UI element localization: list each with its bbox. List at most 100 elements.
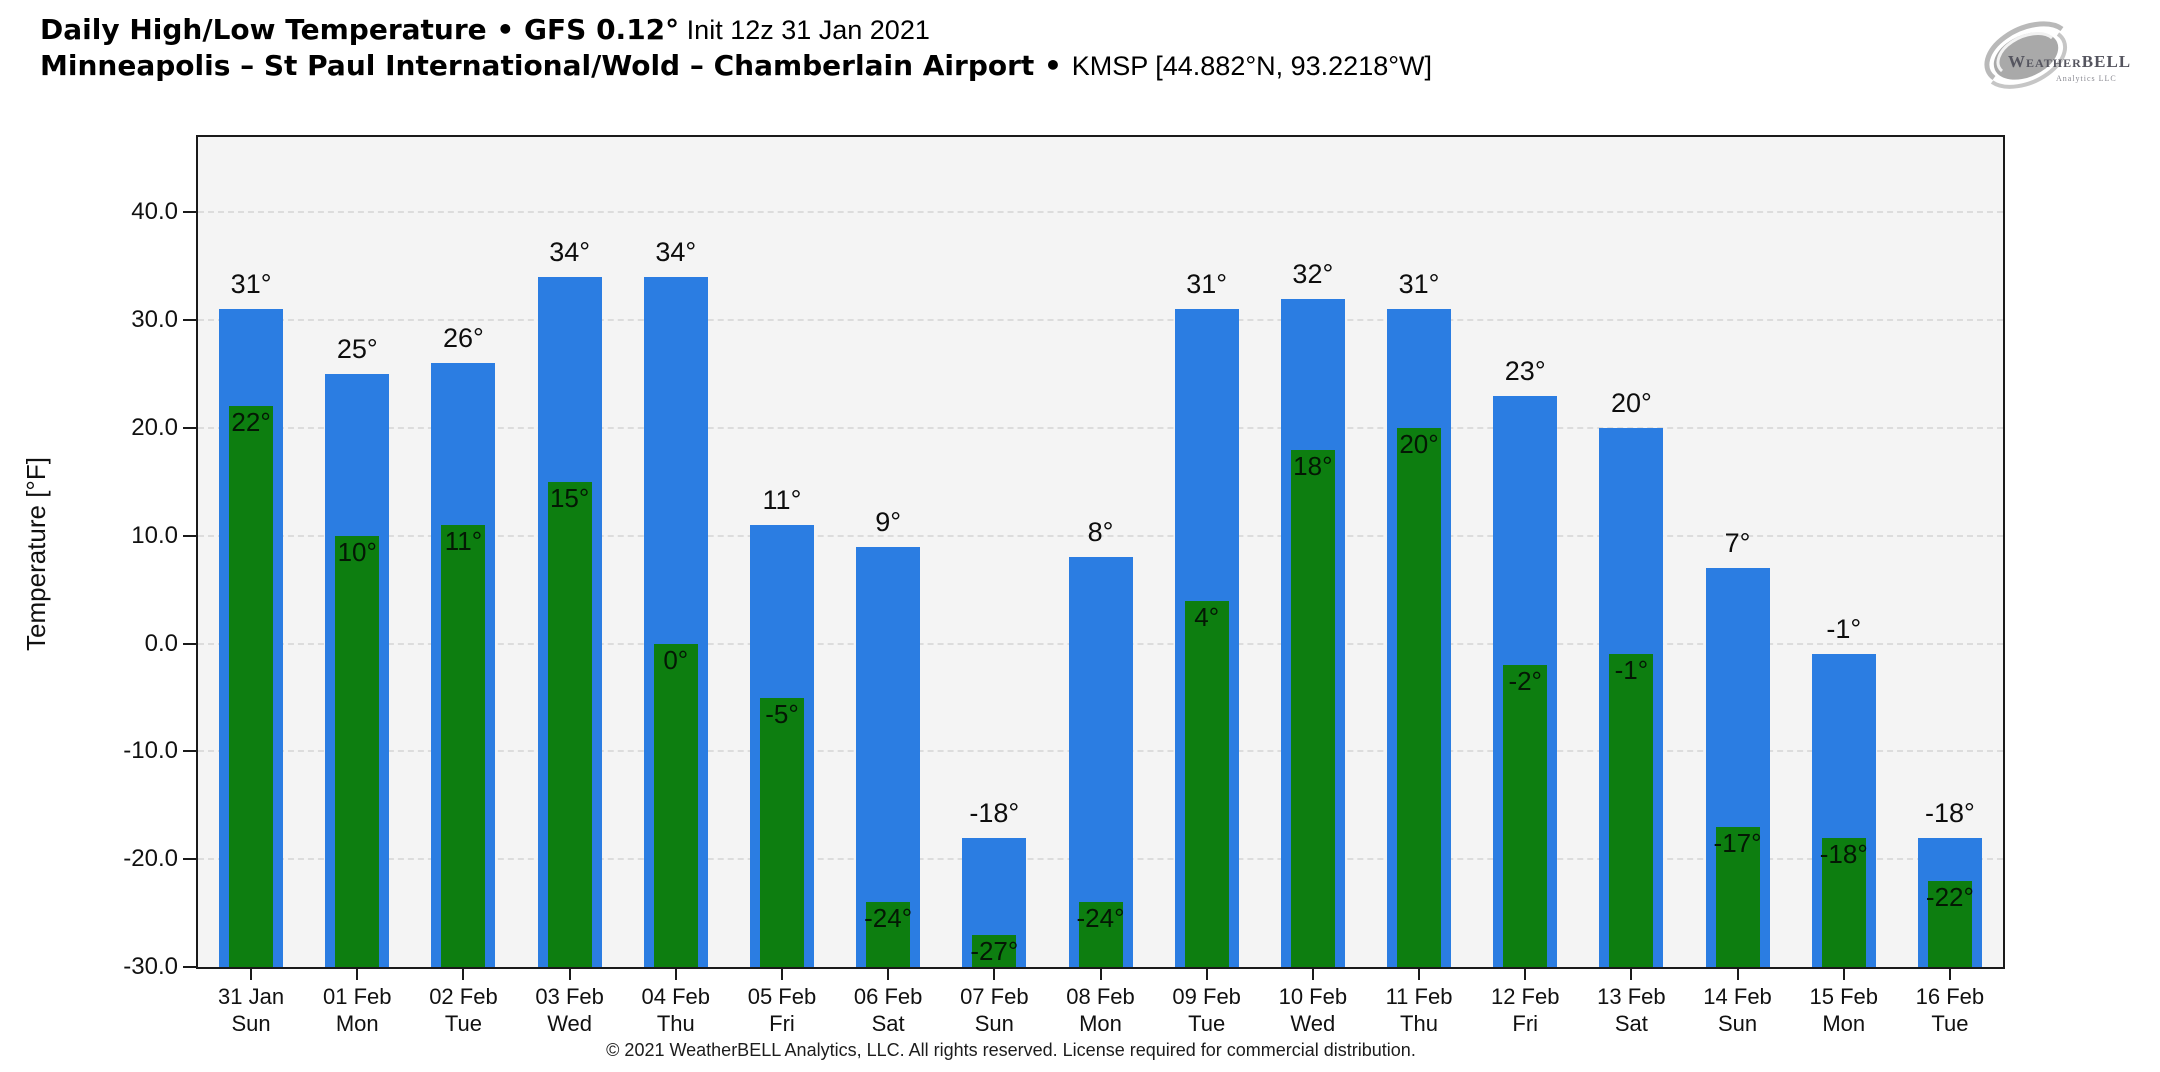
x-tick-date-label: 06 Feb — [853, 984, 923, 1009]
grid-line — [198, 427, 2003, 430]
low-value-label: -24° — [1076, 903, 1125, 934]
y-tick-label: -30.0 — [123, 953, 178, 980]
x-tick-date-label: 16 Feb — [1915, 984, 1985, 1009]
subtitle-separator: • — [1034, 49, 1072, 82]
y-axis-tick — [183, 427, 196, 430]
high-value-label: 20° — [1610, 388, 1652, 419]
y-axis-tick — [183, 534, 196, 537]
x-tick-weekday-label: Thu — [1400, 1011, 1438, 1036]
weatherbell-logo: WeatherBELL Analytics LLC — [1982, 16, 2132, 96]
x-tick-date-label: 09 Feb — [1172, 984, 1241, 1009]
low-value-label: -1° — [1614, 655, 1649, 686]
x-tick-weekday-label: Mon — [335, 1011, 379, 1036]
low-value-label: 4° — [1194, 601, 1220, 632]
y-axis-tick — [183, 642, 196, 645]
low-temp-bar — [653, 643, 698, 967]
x-tick-weekday-label: Sun — [231, 1011, 271, 1036]
low-value-label: 18° — [1293, 450, 1333, 481]
grid-line — [198, 534, 2003, 537]
x-tick-date-label: 14 Feb — [1703, 984, 1772, 1009]
high-value-label: -18° — [969, 797, 1020, 828]
high-value-label: 25° — [336, 334, 378, 365]
chart-title: Daily High/Low Temperature • GFS 0.12° I… — [40, 14, 1432, 50]
x-axis-tick — [462, 969, 465, 980]
low-value-label: -17° — [1713, 827, 1762, 858]
high-value-label: -1° — [1826, 614, 1862, 645]
x-tick-weekday-label: Mon — [1079, 1011, 1122, 1036]
low-temp-bar — [441, 525, 486, 967]
y-tick-label: 10.0 — [131, 521, 178, 549]
x-tick-date-label: 15 Feb — [1809, 984, 1878, 1009]
low-temp-bar — [1927, 880, 1972, 967]
x-tick-date-label: 13 Feb — [1597, 984, 1666, 1009]
low-temp-bar — [335, 535, 380, 967]
logo-subtext: Analytics LLC — [2056, 74, 2117, 83]
x-axis-tick — [250, 969, 253, 980]
x-axis-tick — [1205, 969, 1208, 980]
low-value-label: -22° — [1925, 881, 1974, 912]
low-value-label: -2° — [1508, 666, 1542, 697]
y-tick-label: 30.0 — [131, 306, 178, 334]
low-value-label: 22° — [231, 407, 271, 438]
y-tick-label: 0.0 — [144, 629, 178, 657]
x-tick-date-label: 11 Feb — [1385, 984, 1453, 1009]
x-tick-weekday-label: Mon — [1822, 1011, 1866, 1036]
x-tick-weekday-label: Wed — [1290, 1011, 1336, 1036]
y-tick-label: 40.0 — [131, 198, 178, 226]
low-value-label: 11° — [444, 526, 483, 557]
x-axis-tick — [568, 969, 571, 980]
low-temp-bar — [1609, 654, 1654, 967]
y-tick-label: -10.0 — [123, 737, 178, 765]
high-value-label: 32° — [1292, 258, 1334, 289]
low-temp-bar — [972, 934, 1017, 967]
high-value-label: 23° — [1504, 355, 1546, 386]
y-axis-tick — [183, 319, 196, 322]
low-temp-bar — [1290, 449, 1335, 967]
y-axis-tick — [183, 966, 196, 968]
x-tick-date-label: 31 Jan — [218, 984, 285, 1009]
x-axis-tick — [1842, 969, 1845, 980]
x-tick-weekday-label: Tue — [1931, 1011, 1969, 1036]
high-value-label: 31° — [1186, 269, 1228, 300]
high-value-label: 8° — [1087, 517, 1114, 548]
copyright-text: © 2021 WeatherBELL Analytics, LLC. All r… — [606, 1040, 1416, 1060]
x-tick-date-label: 02 Feb — [429, 984, 498, 1009]
chart-subtitle: Minneapolis – St Paul International/Wold… — [40, 50, 1432, 86]
low-value-label: -5° — [765, 698, 799, 729]
plot-area: 31° 22° 25° 10° 26° 11° 34° 15° 34° 0° 11° -5° 9° -24… — [196, 135, 2005, 969]
x-tick-weekday-label: Wed — [547, 1011, 593, 1036]
high-value-label: 31° — [230, 269, 272, 300]
chart-header: Daily High/Low Temperature • GFS 0.12° I… — [40, 14, 1432, 86]
x-tick-weekday-label: Sat — [1614, 1011, 1648, 1036]
x-tick-date-label: 03 Feb — [535, 984, 604, 1009]
high-temp-bar — [1068, 557, 1133, 967]
low-temp-bar — [229, 406, 274, 967]
x-axis-tick — [1418, 969, 1421, 980]
low-value-label: -27° — [970, 935, 1019, 966]
title-init-text: Init 12z 31 Jan 2021 — [679, 15, 930, 45]
x-tick-weekday-label: Sun — [1717, 1011, 1758, 1036]
low-temp-bar — [1184, 600, 1229, 967]
subtitle-coords-text: KMSP [44.882°N, 93.2218°W] — [1071, 51, 1433, 81]
hurricane-swirl-icon — [1984, 21, 2068, 89]
logo-wordmark: WeatherBELL — [2008, 52, 2132, 71]
x-axis-tick — [1311, 969, 1314, 980]
low-value-label: 20° — [1399, 429, 1439, 460]
low-temp-bar — [1503, 665, 1548, 967]
grid-line — [198, 319, 2003, 322]
x-axis-tick — [1948, 969, 1951, 980]
x-tick-weekday-label: Sat — [871, 1011, 905, 1036]
high-value-label: -18° — [1924, 797, 1975, 828]
low-value-label: -18° — [1819, 838, 1868, 869]
low-temp-bar — [759, 697, 804, 967]
low-temp-bar — [1397, 428, 1442, 967]
low-value-label: -24° — [864, 903, 913, 934]
low-temp-bar — [1821, 837, 1866, 967]
x-tick-date-label: 01 Feb — [323, 984, 392, 1009]
x-tick-date-label: 04 Feb — [641, 984, 711, 1009]
x-axis-tick — [356, 969, 359, 980]
low-temp-bar — [1715, 826, 1760, 967]
x-axis-tick — [780, 969, 783, 980]
high-value-label: 11° — [762, 485, 802, 516]
